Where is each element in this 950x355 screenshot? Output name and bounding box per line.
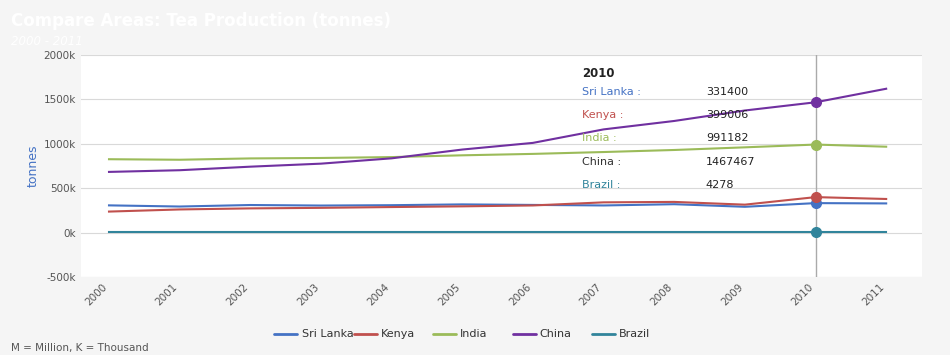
Text: Brazil :: Brazil :: [582, 180, 624, 190]
Text: Kenya :: Kenya :: [582, 110, 627, 120]
Text: M = Million, K = Thousand: M = Million, K = Thousand: [11, 343, 149, 353]
Text: Sri Lanka :: Sri Lanka :: [582, 87, 645, 97]
Text: 399006: 399006: [706, 110, 748, 120]
Text: Sri Lanka: Sri Lanka: [301, 329, 353, 339]
Text: 2010: 2010: [582, 67, 615, 80]
Text: 4278: 4278: [706, 180, 734, 190]
Y-axis label: tonnes: tonnes: [27, 145, 39, 187]
Text: 1467467: 1467467: [706, 157, 755, 167]
Text: India :: India :: [582, 133, 620, 143]
Text: 331400: 331400: [706, 87, 748, 97]
Text: 991182: 991182: [706, 133, 749, 143]
Text: China: China: [540, 329, 572, 339]
Text: Brazil: Brazil: [619, 329, 651, 339]
Text: Kenya: Kenya: [381, 329, 415, 339]
Text: India: India: [461, 329, 488, 339]
Text: China :: China :: [582, 157, 625, 167]
Text: 2000 - 2011: 2000 - 2011: [11, 34, 84, 48]
Text: Compare Areas: Tea Production (tonnes): Compare Areas: Tea Production (tonnes): [11, 12, 391, 30]
